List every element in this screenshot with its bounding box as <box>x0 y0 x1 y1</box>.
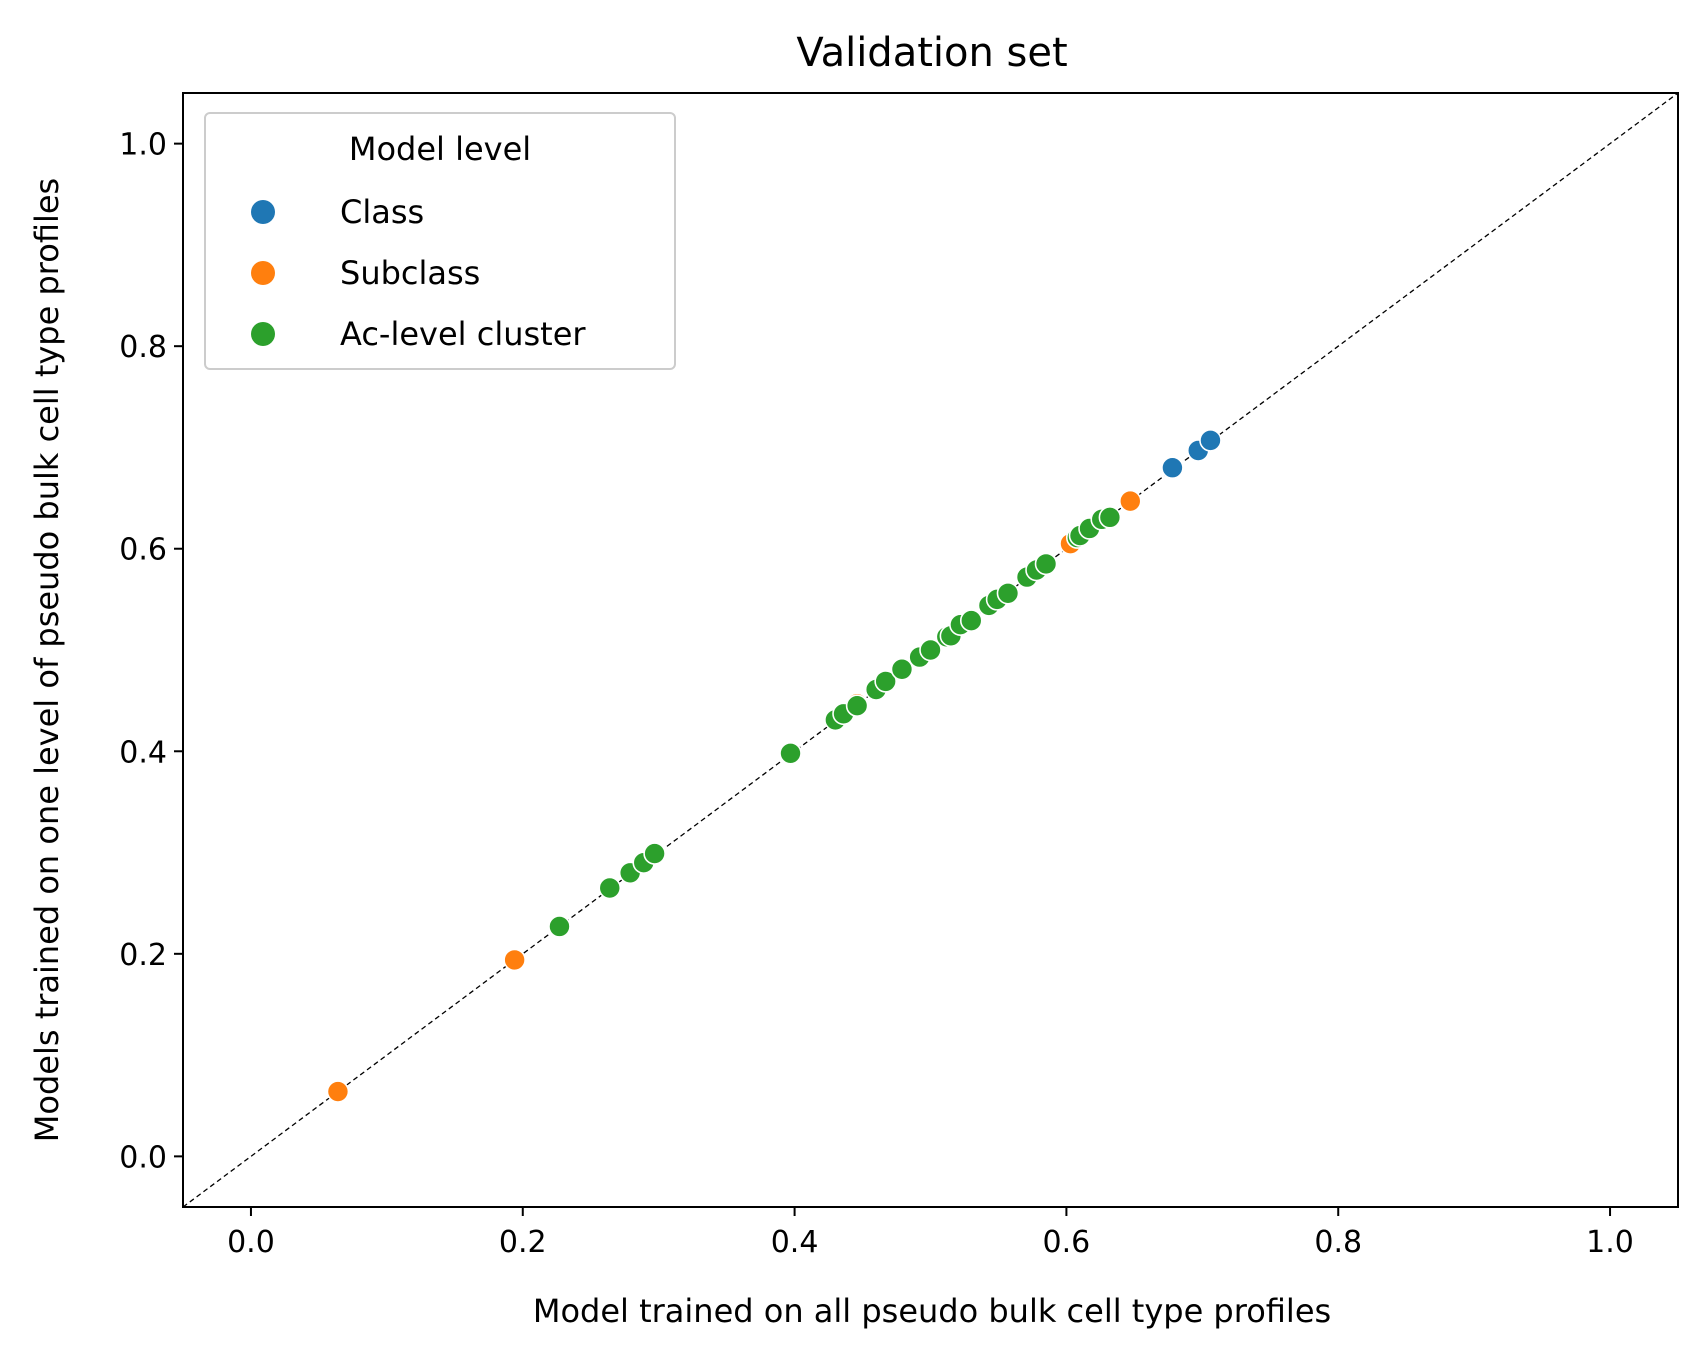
legend-title: Model level <box>349 130 531 168</box>
data-point-ac-level-cluster-17 <box>959 609 983 632</box>
axes-layer <box>182 92 1679 1208</box>
data-point-ac-level-cluster-5 <box>779 741 802 765</box>
x-tick-label: 0.0 <box>227 1225 275 1260</box>
data-point-class-2 <box>1199 429 1222 452</box>
data-point-ac-level-cluster-11 <box>890 657 914 681</box>
x-tick-label: 0.2 <box>499 1225 547 1260</box>
data-point-subclass-4 <box>1118 489 1142 513</box>
data-point-subclass-0 <box>326 1080 350 1103</box>
data-point-class-0 <box>1161 456 1184 480</box>
legend-label-ac-level-cluster: Ac-level cluster <box>340 315 586 353</box>
reference-line-layer <box>182 92 1679 1208</box>
ticks-layer: 0.0 0.2 0.4 0.6 0.8 1.0 0.0 0.2 0.4 0.6 0.8 1.0 <box>119 128 1634 1260</box>
data-point-ac-level-cluster-23 <box>1034 552 1058 576</box>
y-tick-label: 0.8 <box>119 330 167 365</box>
x-axis-title: Model trained on all pseudo bulk cell ty… <box>533 1292 1331 1330</box>
identity-reference-line <box>182 92 1679 1208</box>
data-point-ac-level-cluster-8 <box>845 694 869 718</box>
data-point-ac-level-cluster-10 <box>874 670 897 693</box>
legend-marker-subclass <box>251 261 275 285</box>
data-points-layer <box>326 429 1222 1103</box>
series-ac-level-cluster <box>548 506 1122 938</box>
x-tick-label: 0.6 <box>1043 1225 1091 1260</box>
chart-title: Validation set <box>796 30 1067 76</box>
data-point-ac-level-cluster-13 <box>919 638 942 662</box>
legend: Model level Class Subclass Ac-level clus… <box>204 112 676 370</box>
legend-marker-class <box>251 200 275 224</box>
data-point-ac-level-cluster-4 <box>643 842 666 865</box>
axes-frame <box>182 92 1679 1208</box>
x-tick-label: 0.8 <box>1314 1225 1362 1260</box>
x-tick-label: 0.4 <box>771 1225 819 1260</box>
y-tick-label: 0.4 <box>119 735 167 770</box>
y-tick-label: 1.0 <box>119 128 167 163</box>
y-axis-title: Models trained on one level of pseudo bu… <box>28 178 66 1142</box>
legend-label-class: Class <box>340 193 424 231</box>
legend-box <box>204 112 676 370</box>
data-point-subclass-1 <box>503 948 526 972</box>
y-tick-label: 0.0 <box>119 1140 167 1175</box>
data-point-ac-level-cluster-28 <box>1098 506 1122 529</box>
data-point-ac-level-cluster-0 <box>548 915 571 938</box>
legend-label-subclass: Subclass <box>340 254 480 292</box>
data-point-ac-level-cluster-20 <box>996 581 1020 605</box>
y-tick-label: 0.6 <box>119 533 167 568</box>
legend-marker-ac-level-cluster <box>251 322 275 346</box>
data-point-ac-level-cluster-1 <box>598 876 622 900</box>
series-class <box>1161 429 1222 480</box>
x-tick-label: 1.0 <box>1586 1225 1634 1260</box>
y-tick-label: 0.2 <box>119 938 167 973</box>
